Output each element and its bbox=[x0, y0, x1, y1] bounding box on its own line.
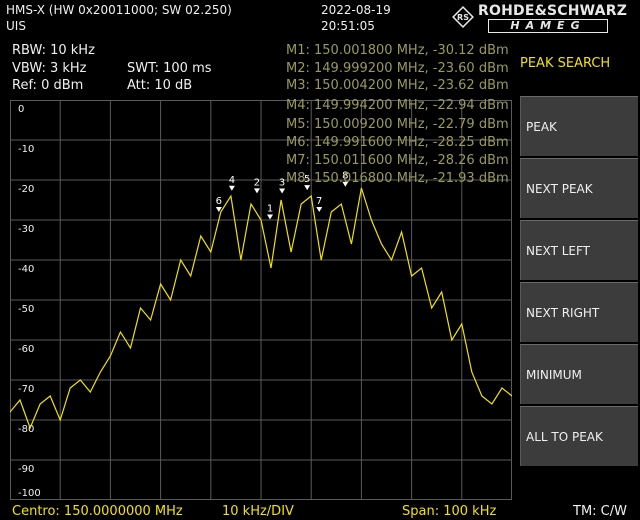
marker-point bbox=[342, 181, 349, 187]
softkey-label: MINIMUM bbox=[526, 367, 582, 382]
date-label: 2022-08-19 bbox=[321, 3, 391, 17]
marker-readout: M7: 150.011600 MHz, -28.26 dBm bbox=[286, 153, 509, 168]
rbw-label: RBW: 10 kHz bbox=[12, 43, 95, 58]
spectrum-display[interactable]: 0 -10 -20 -30 -40 -50 -60 -70 -80 -90 -100 1 2 3 4 5 6 7… bbox=[9, 100, 513, 500]
softkey-label: NEXT RIGHT bbox=[526, 305, 600, 320]
marker-readout: M2: 149.999200 MHz, -23.60 dBm bbox=[286, 61, 509, 76]
trace-mode: TM: C/W bbox=[573, 504, 627, 519]
marker-label: 5 bbox=[304, 174, 310, 185]
time-label: 20:51:05 bbox=[321, 19, 375, 33]
y-tick-label: -70 bbox=[18, 384, 34, 395]
menu-title: PEAK SEARCH bbox=[520, 56, 611, 71]
marker-label: 2 bbox=[254, 177, 260, 188]
svg-text:RS: RS bbox=[457, 13, 469, 22]
marker-readout: M5: 150.009200 MHz, -22.79 dBm bbox=[286, 117, 509, 132]
brand-sub: HAMEG bbox=[488, 19, 608, 33]
y-tick-label: -10 bbox=[18, 144, 34, 155]
division-label: 10 kHz/DIV bbox=[222, 504, 294, 519]
softkey-next-left[interactable]: NEXT LEFT bbox=[520, 220, 638, 280]
marker-point bbox=[215, 207, 222, 212]
marker-readout: M4: 149.994200 MHz, -22.94 dBm bbox=[286, 98, 509, 113]
marker-point bbox=[279, 188, 286, 194]
y-tick-label: -30 bbox=[18, 224, 34, 235]
mode-label: UIS bbox=[6, 19, 26, 33]
span-label: Span: 100 kHz bbox=[402, 504, 497, 519]
marker-point bbox=[228, 185, 235, 191]
softkey-peak[interactable]: PEAK bbox=[520, 96, 638, 156]
marker-point bbox=[316, 207, 323, 213]
y-tick-label: -100 bbox=[18, 488, 41, 499]
softkey-all-to-peak[interactable]: ALL TO PEAK bbox=[520, 406, 638, 466]
marker-readout: M1: 150.001800 MHz, -30.12 dBm bbox=[286, 43, 509, 58]
softkey-label: PEAK bbox=[526, 119, 557, 134]
marker-readout: M8: 150.016800 MHz, -21.93 dBm bbox=[286, 171, 509, 186]
softkey-label: ALL TO PEAK bbox=[526, 429, 603, 444]
y-tick-label: -40 bbox=[18, 264, 34, 275]
marker-point bbox=[267, 214, 274, 220]
marker-label: 6 bbox=[216, 196, 222, 207]
brand-name: ROHDE&SCHWARZ bbox=[478, 3, 628, 19]
center-frequency: Centro: 150.0000000 MHz bbox=[12, 504, 183, 519]
y-tick-label: -80 bbox=[18, 424, 34, 435]
softkey-label: NEXT PEAK bbox=[526, 181, 593, 196]
softkey-next-peak[interactable]: NEXT PEAK bbox=[520, 158, 638, 218]
swt-label: SWT: 100 ms bbox=[127, 61, 212, 76]
y-tick-label: -20 bbox=[18, 184, 34, 195]
marker-point bbox=[253, 188, 260, 194]
ref-label: Ref: 0 dBm bbox=[12, 78, 84, 93]
marker-label: 3 bbox=[279, 177, 285, 188]
vbw-label: VBW: 3 kHz bbox=[12, 61, 87, 76]
device-info: HMS-X (HW 0x20011000; SW 02.250) bbox=[6, 3, 232, 17]
softkey-next-right[interactable]: NEXT RIGHT bbox=[520, 282, 638, 342]
y-tick-label: 0 bbox=[18, 104, 24, 115]
marker-label: 8 bbox=[342, 171, 348, 182]
spectrum-trace bbox=[9, 187, 513, 430]
marker-readout: M3: 150.004200 MHz, -23.62 dBm bbox=[286, 78, 509, 93]
att-label: Att: 10 dB bbox=[127, 78, 193, 93]
y-tick-label: -60 bbox=[18, 344, 34, 355]
marker-point bbox=[304, 185, 311, 191]
softkey-minimum[interactable]: MINIMUM bbox=[520, 344, 638, 404]
logo-diamond-icon: RS bbox=[452, 6, 474, 28]
marker-label: 4 bbox=[229, 175, 235, 186]
brand-logo: RS bbox=[452, 2, 638, 36]
spectrum-plot: 0 -10 -20 -30 -40 -50 -60 -70 -80 -90 -100 1 2 3 4 5 6 7… bbox=[9, 100, 513, 500]
y-tick-label: -50 bbox=[18, 304, 34, 315]
marker-readout: M6: 149.991600 MHz, -28.25 dBm bbox=[286, 135, 509, 150]
y-tick-label: -90 bbox=[18, 464, 34, 475]
marker-label: 7 bbox=[316, 196, 322, 207]
marker-label: 1 bbox=[267, 203, 273, 214]
softkey-label: NEXT LEFT bbox=[526, 243, 591, 258]
